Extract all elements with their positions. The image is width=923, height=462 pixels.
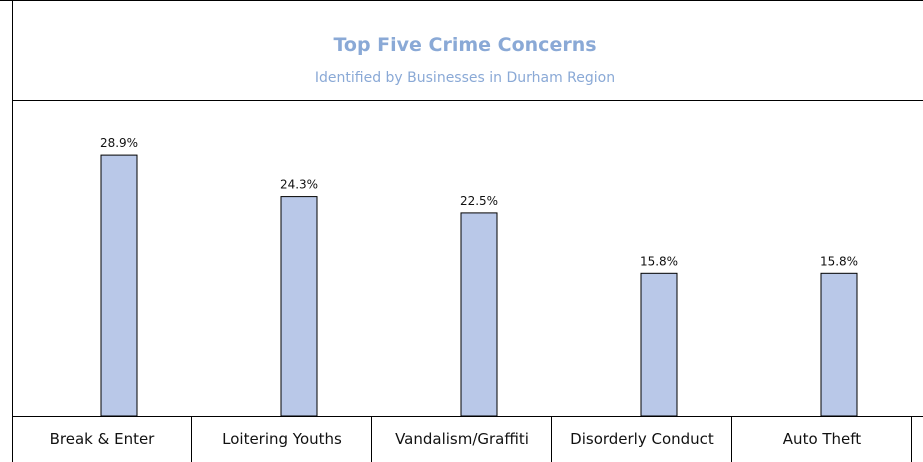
category-label-2: Loitering Youths <box>222 430 342 448</box>
value-label-1: 28.9% <box>100 136 138 150</box>
bar-5 <box>820 272 858 417</box>
category-label-3: Vandalism/Graffiti <box>395 430 529 448</box>
value-label-5: 15.8% <box>820 254 858 268</box>
category-label-4: Disorderly Conduct <box>570 430 714 448</box>
bar-3 <box>460 212 498 417</box>
bar-4 <box>640 272 678 417</box>
category-label-1: Break & Enter <box>50 430 156 448</box>
value-labels-group: 28.9% 24.3% 22.5% 15.8% 15.8% <box>100 136 858 268</box>
bars-group <box>100 154 858 417</box>
category-label-5: Auto Theft <box>783 430 862 448</box>
value-label-4: 15.8% <box>640 254 678 268</box>
category-labels-group: Break & Enter Loitering Youths Vandalism/G… <box>50 416 912 462</box>
bar-2 <box>280 196 318 417</box>
chart-subtitle: Identified by Businesses in Durham Regio… <box>315 70 615 86</box>
value-label-3: 22.5% <box>460 194 498 208</box>
value-label-2: 24.3% <box>280 178 318 192</box>
chart-title: Top Five Crime Concerns <box>333 34 596 56</box>
bar-1 <box>100 154 138 417</box>
